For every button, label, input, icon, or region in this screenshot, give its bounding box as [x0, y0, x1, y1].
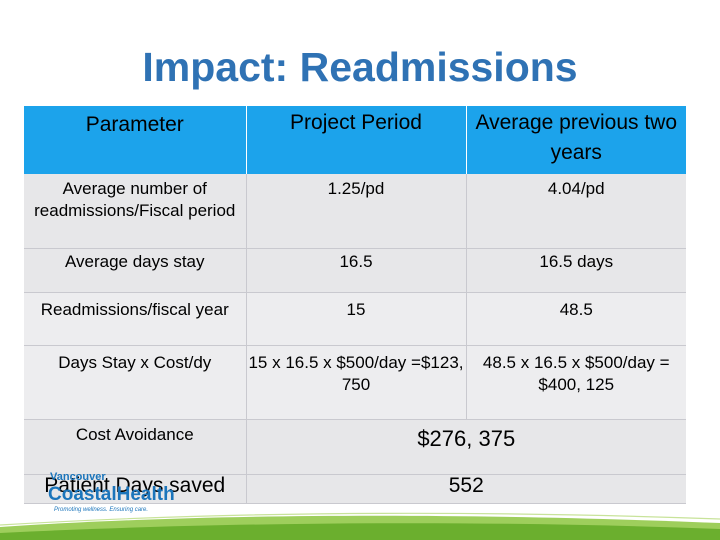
table-row: Cost Avoidance $276, 375	[24, 419, 686, 475]
table-header-row: Parameter Project Period Average previou…	[24, 106, 686, 174]
cell-project: 15	[245, 292, 466, 346]
logo-tagline: Promoting wellness. Ensuring care.	[54, 507, 148, 513]
cell-param: Readmissions/fiscal year	[24, 292, 246, 346]
cell-param: Average number of readmissions/Fiscal pe…	[24, 174, 246, 249]
header-previous-years: Average previous two years	[465, 106, 686, 174]
logo-line2: CoastalHealth	[48, 484, 175, 505]
readmissions-table: Parameter Project Period Average previou…	[24, 106, 686, 504]
table-row: Days Stay x Cost/dy 15 x 16.5 x $500/day…	[24, 345, 686, 420]
slide-title: Impact: Readmissions	[142, 44, 578, 90]
vancouver-coastal-health-logo: Vancouver CoastalHealth Promoting wellne…	[48, 471, 175, 513]
cell-param: Patient Days saved	[24, 474, 246, 504]
cell-param: Cost Avoidance	[24, 419, 246, 475]
header-project-period: Project Period	[245, 106, 466, 174]
cell-project: 1.25/pd	[245, 174, 466, 249]
cell-param: Average days stay	[24, 248, 246, 293]
cell-previous: 48.5 x 16.5 x $500/day = $400, 125	[465, 345, 686, 420]
logo-line1: Vancouver	[50, 471, 106, 483]
cell-patient-days-value: 552	[245, 474, 686, 504]
cell-project: 15 x 16.5 x $500/day =$123, 750	[245, 345, 466, 420]
cell-cost-avoidance-value: $276, 375	[245, 419, 686, 475]
green-wave-decoration	[0, 512, 720, 540]
table-row: Average days stay 16.5 16.5 days	[24, 248, 686, 293]
header-parameter: Parameter	[24, 106, 246, 174]
cell-previous: 16.5 days	[465, 248, 686, 293]
table-row: Patient Days saved 552	[24, 474, 686, 504]
cell-param: Days Stay x Cost/dy	[24, 345, 246, 420]
cell-previous: 4.04/pd	[465, 174, 686, 249]
cell-previous: 48.5	[465, 292, 686, 346]
table-row: Readmissions/fiscal year 15 48.5	[24, 292, 686, 346]
table-row: Average number of readmissions/Fiscal pe…	[24, 174, 686, 249]
cell-project: 16.5	[245, 248, 466, 293]
